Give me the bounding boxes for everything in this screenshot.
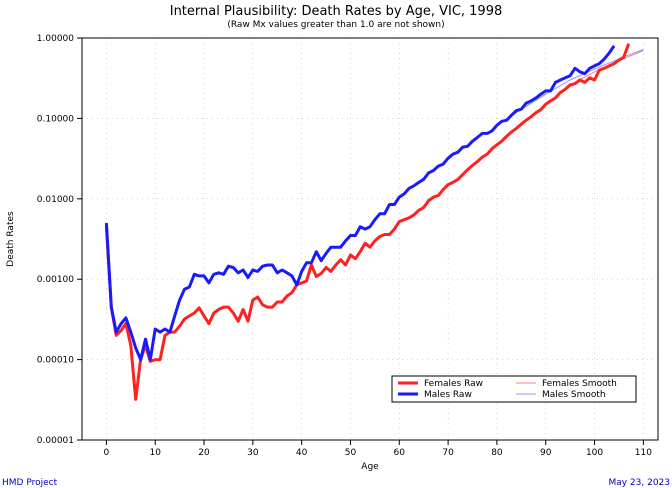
- y-tick-label: 0.00001: [37, 436, 74, 446]
- x-tick-label: 40: [296, 448, 308, 458]
- y-tick-label: 0.01000: [37, 195, 74, 205]
- x-tick-label: 50: [345, 448, 357, 458]
- y-tick-label: 0.00100: [37, 275, 74, 285]
- x-tick-label: 20: [198, 448, 210, 458]
- y-tick-label: 0.00010: [37, 356, 74, 366]
- x-tick-label: 60: [394, 448, 406, 458]
- y-tick-label: 1.00000: [37, 34, 74, 44]
- x-tick-label: 10: [149, 448, 161, 458]
- chart-subtitle: (Raw Mx values greater than 1.0 are not …: [227, 20, 444, 30]
- plot-frame: [81, 37, 659, 441]
- y-axis-label: Death Rates: [6, 211, 16, 267]
- chart-title: Internal Plausibility: Death Rates by Ag…: [170, 4, 503, 19]
- x-tick-label: 0: [104, 448, 110, 458]
- legend: Females Raw Males Raw Females Smooth Mal…: [391, 375, 637, 403]
- x-tick-label: 110: [635, 448, 652, 458]
- legend-box: [391, 375, 637, 403]
- series-line-females-smooth: [496, 50, 644, 146]
- x-tick-label: 70: [442, 448, 454, 458]
- x-axis-label: Age: [361, 462, 379, 472]
- legend-label-males-raw: Males Raw: [424, 390, 472, 400]
- x-tick-label: 30: [247, 448, 259, 458]
- legend-label-males-smooth: Males Smooth: [542, 390, 606, 400]
- series-line-females-raw: [104, 43, 631, 401]
- x-tick-label: 100: [586, 448, 603, 458]
- x-tick-label: 80: [491, 448, 503, 458]
- x-tick-label: 90: [540, 448, 552, 458]
- axis-ticks: 0 10 20 30 40 50 60 70 80 90 100 110 0.00001 0.00010 0…: [37, 34, 652, 458]
- series-line-males-raw: [104, 44, 616, 362]
- footer-left: HMD Project: [2, 478, 58, 488]
- series-line-males-smooth: [496, 49, 644, 126]
- y-tick-label: 0.10000: [37, 114, 74, 124]
- series-layer: [104, 43, 644, 401]
- legend-label-females-smooth: Females Smooth: [542, 379, 617, 389]
- footer-right: May 23, 2023: [608, 478, 670, 488]
- legend-label-females-raw: Females Raw: [424, 379, 483, 389]
